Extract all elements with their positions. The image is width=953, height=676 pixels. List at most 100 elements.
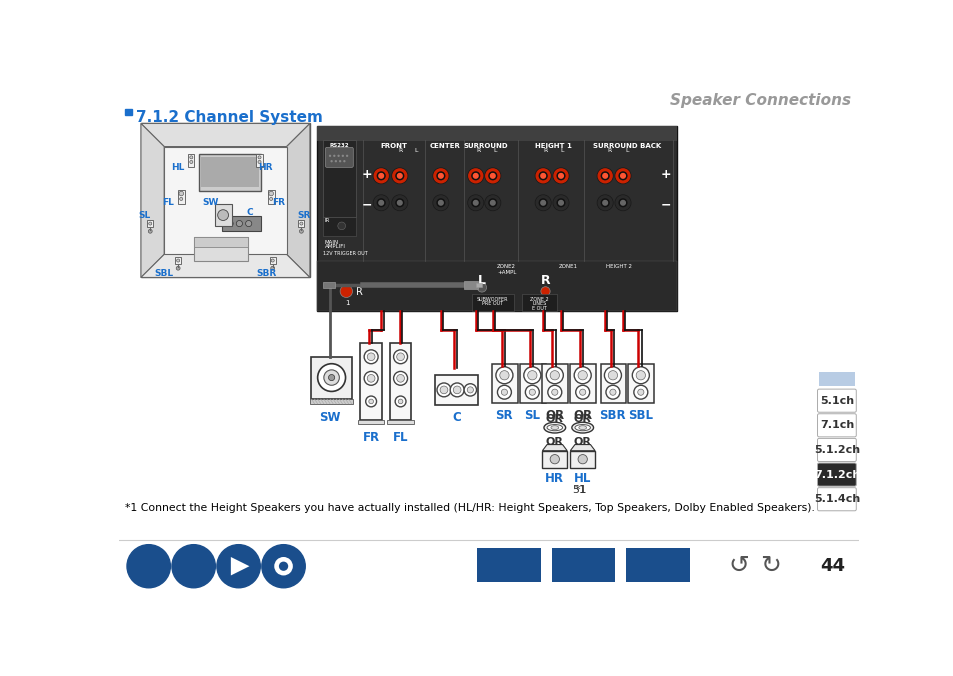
Circle shape [377, 199, 385, 207]
Circle shape [367, 353, 375, 360]
Text: SW: SW [319, 412, 340, 425]
Bar [316, 126, 677, 141]
Circle shape [578, 370, 587, 380]
Text: ↻: ↻ [759, 554, 780, 578]
Text: SR: SR [496, 409, 513, 422]
Bar [542, 364, 567, 403]
Polygon shape [141, 124, 310, 147]
Circle shape [373, 168, 389, 183]
Circle shape [278, 562, 288, 571]
Circle shape [270, 197, 273, 201]
Text: SUBWOOFER: SUBWOOFER [476, 297, 508, 301]
Text: SBL: SBL [154, 269, 173, 278]
Text: L: L [560, 148, 564, 153]
Bar [472, 293, 514, 310]
Bar [270, 258, 275, 264]
Text: HL: HL [172, 163, 185, 172]
Bar [521, 293, 557, 310]
Bar [147, 220, 153, 226]
Text: FL: FL [393, 431, 408, 443]
Bar [476, 283, 481, 287]
Bar [360, 343, 381, 420]
Circle shape [393, 169, 406, 183]
Circle shape [176, 266, 180, 270]
Circle shape [179, 191, 183, 196]
Circle shape [473, 201, 477, 205]
Circle shape [597, 195, 612, 210]
FancyBboxPatch shape [551, 548, 615, 581]
Circle shape [148, 229, 152, 233]
Text: SW: SW [202, 198, 218, 208]
Text: FL: FL [162, 197, 173, 206]
Ellipse shape [546, 425, 562, 431]
Text: C: C [452, 411, 460, 424]
Circle shape [436, 172, 444, 180]
Bar [628, 364, 654, 403]
Circle shape [602, 201, 607, 205]
Circle shape [433, 195, 448, 210]
Text: *1 Connect the Height Speakers you have actually installed (HL/HR: Height Speake: *1 Connect the Height Speakers you have … [125, 503, 815, 513]
Circle shape [540, 287, 550, 296]
Circle shape [484, 195, 500, 210]
Circle shape [335, 160, 336, 162]
Circle shape [377, 172, 385, 180]
Bar [256, 154, 262, 166]
Circle shape [490, 201, 495, 205]
Circle shape [149, 222, 152, 225]
Bar [178, 190, 185, 203]
Circle shape [574, 367, 591, 384]
Circle shape [578, 454, 587, 464]
Bar [323, 140, 355, 216]
Circle shape [615, 168, 630, 183]
Circle shape [554, 169, 567, 183]
Text: SBR: SBR [256, 269, 276, 278]
Circle shape [392, 195, 407, 210]
Text: +: + [361, 168, 373, 180]
Bar [542, 451, 567, 468]
Circle shape [317, 364, 345, 391]
Circle shape [330, 160, 333, 162]
Circle shape [464, 384, 476, 396]
Ellipse shape [543, 422, 565, 433]
Text: OR: OR [545, 409, 564, 422]
Bar [323, 282, 335, 288]
Text: SL: SL [524, 409, 539, 422]
Bar [310, 399, 353, 404]
Circle shape [190, 155, 193, 159]
Text: E OUT: E OUT [532, 306, 546, 311]
Circle shape [525, 385, 538, 399]
Circle shape [536, 196, 550, 210]
Bar [387, 420, 414, 424]
Circle shape [127, 545, 171, 587]
Text: ZONE2: ZONE2 [497, 264, 516, 269]
Circle shape [257, 160, 261, 164]
Circle shape [395, 172, 403, 180]
Text: ZONE 2: ZONE 2 [530, 297, 548, 301]
Circle shape [329, 155, 331, 157]
Bar [464, 281, 477, 289]
Circle shape [497, 385, 511, 399]
Circle shape [346, 155, 348, 157]
Circle shape [453, 386, 460, 393]
Circle shape [558, 174, 562, 178]
Text: −: − [659, 199, 670, 212]
Circle shape [557, 199, 564, 207]
Text: SR: SR [296, 212, 310, 220]
Text: R: R [476, 148, 479, 153]
Circle shape [395, 199, 403, 207]
Polygon shape [570, 445, 595, 451]
Circle shape [485, 169, 499, 183]
Circle shape [538, 172, 546, 180]
Text: R: R [398, 148, 402, 153]
Circle shape [546, 367, 562, 384]
Bar [435, 375, 477, 404]
Bar [193, 237, 248, 247]
Text: *1: *1 [575, 485, 587, 495]
Circle shape [618, 199, 626, 207]
Ellipse shape [575, 425, 590, 431]
Circle shape [179, 197, 183, 201]
Circle shape [274, 557, 293, 575]
Circle shape [609, 389, 616, 395]
FancyBboxPatch shape [625, 548, 689, 581]
Bar [188, 154, 194, 166]
